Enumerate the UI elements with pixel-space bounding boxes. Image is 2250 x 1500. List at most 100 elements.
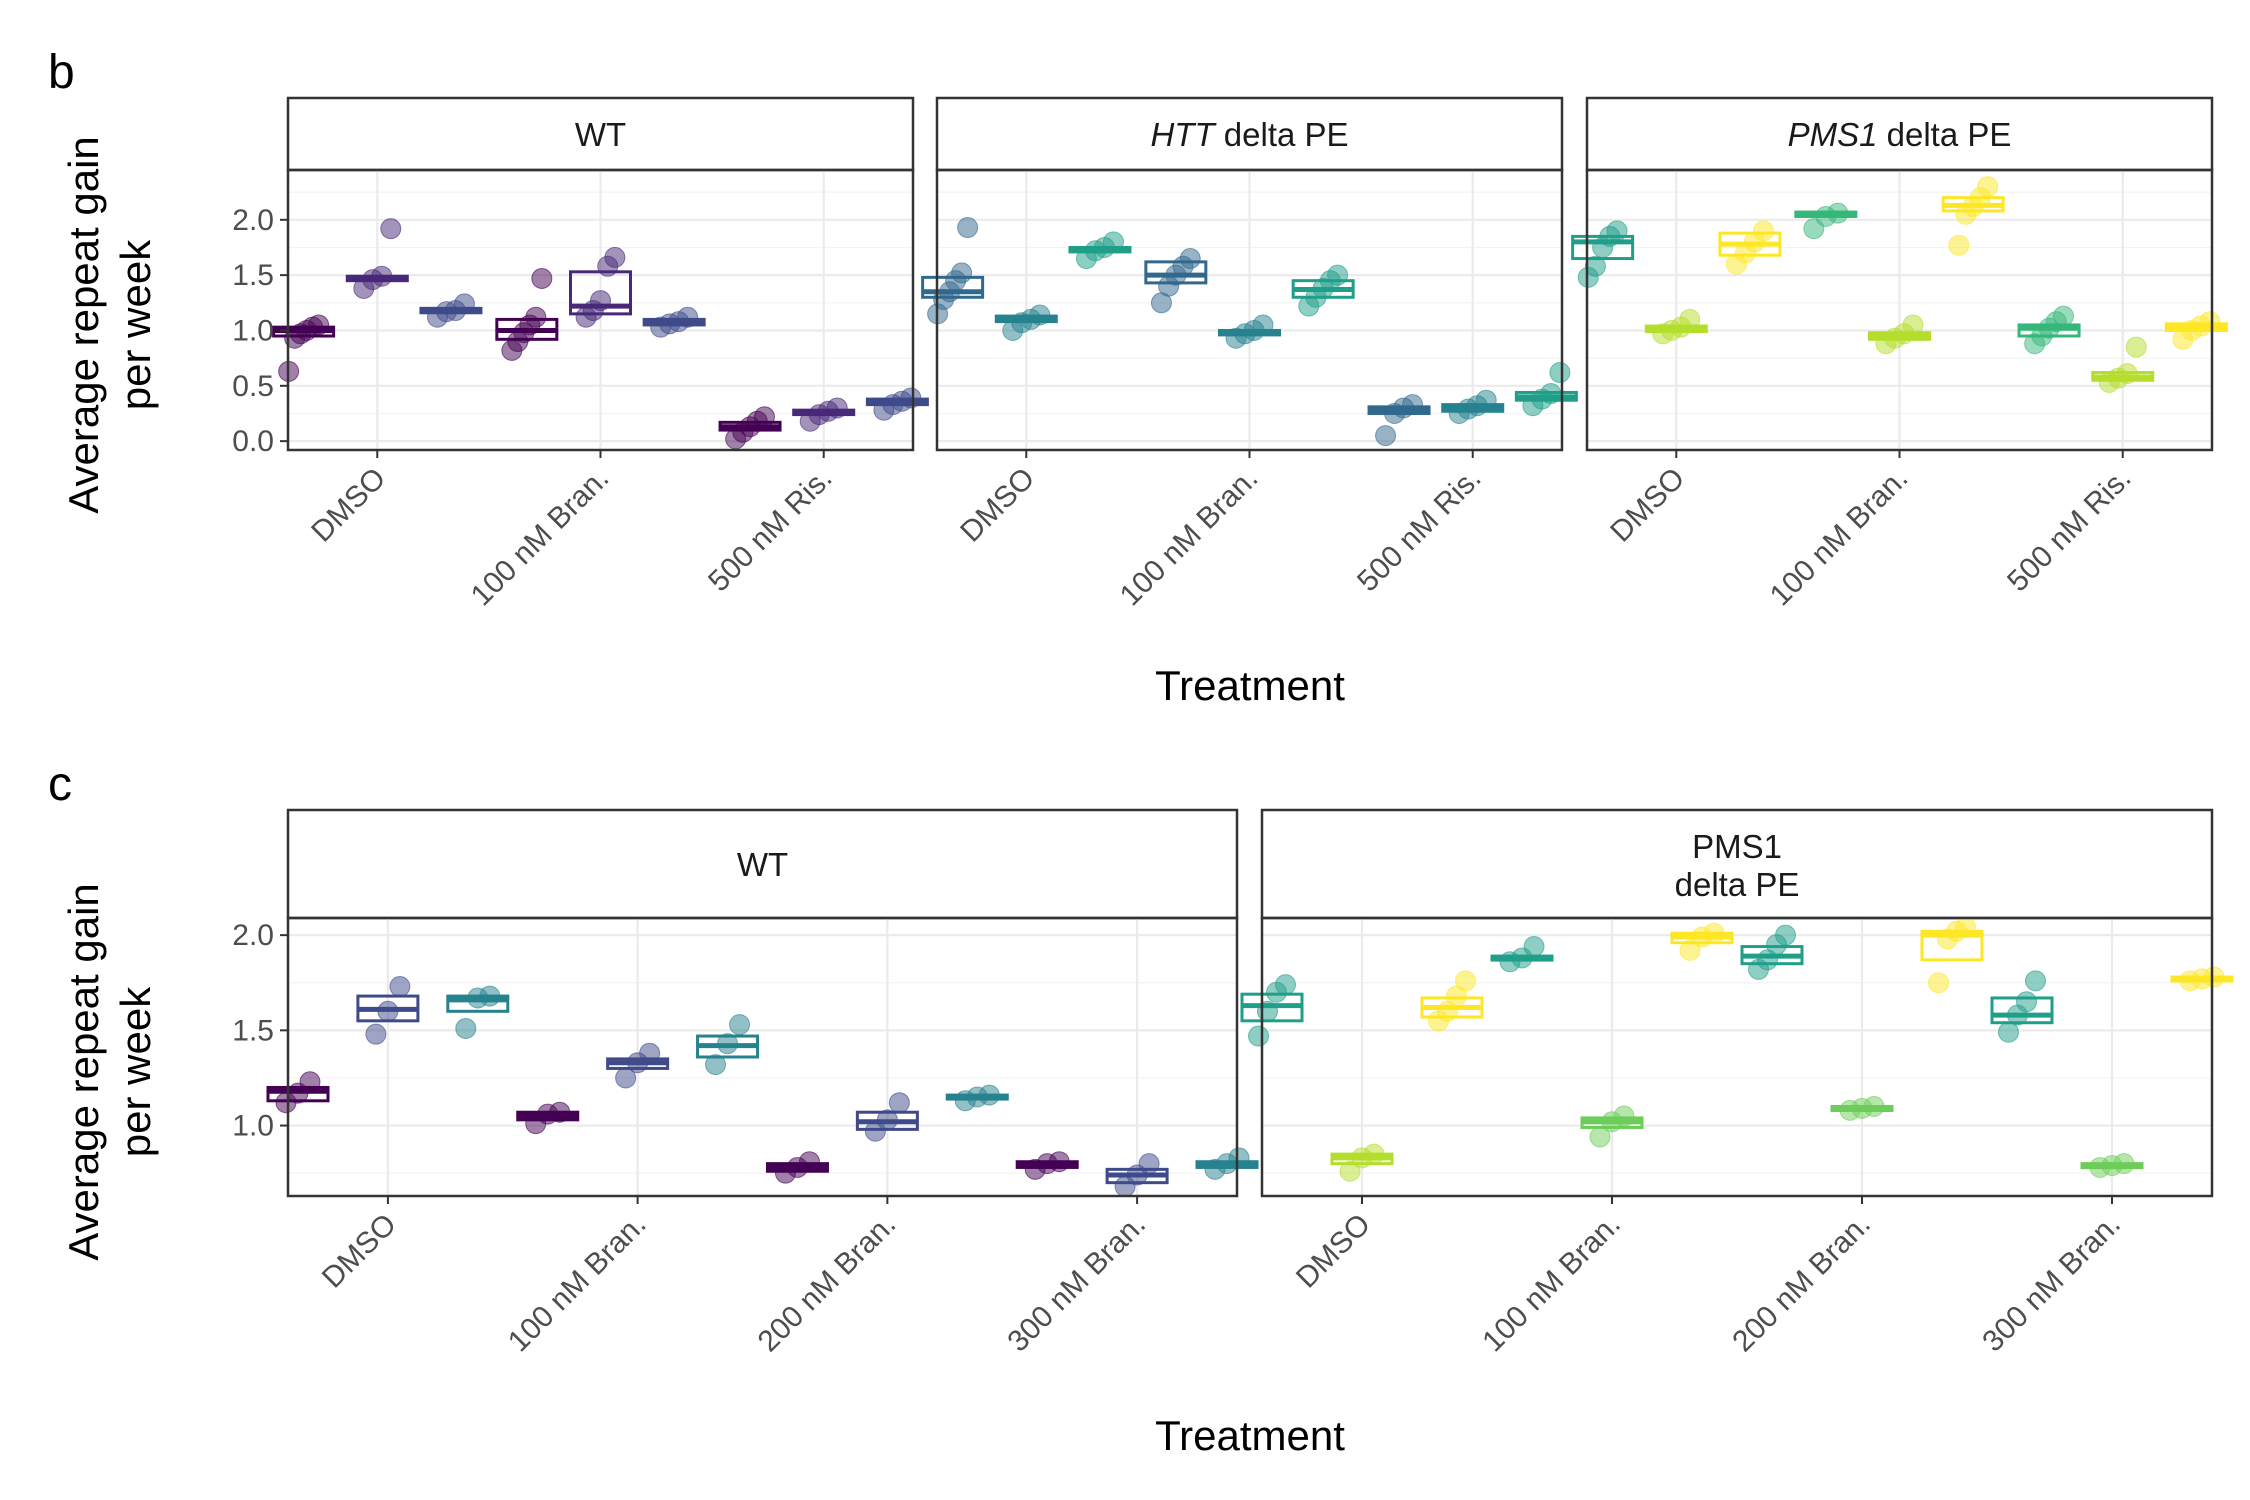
data-point: [2203, 966, 2225, 988]
box-series-2: [606, 1042, 670, 1089]
data-point: [677, 306, 699, 328]
box-series-3: [2170, 966, 2234, 992]
data-point: [2052, 305, 2074, 327]
box-series-2: [792, 397, 856, 432]
box-series-2: [1218, 314, 1281, 349]
data-point: [1977, 176, 1999, 198]
data-point: [1998, 1021, 2019, 1043]
box-series-2: [855, 1092, 919, 1142]
facet-strip-label: HTT delta PE: [1150, 116, 1348, 153]
category-group: [765, 1084, 1009, 1184]
data-point: [951, 262, 973, 284]
x-tick-label: 200 nM Bran.: [1726, 1208, 1877, 1359]
facet-strip-plain: delta PE: [1215, 116, 1349, 153]
data-point: [888, 1092, 910, 1114]
box-series-2: [1330, 1143, 1394, 1182]
data-point: [299, 1071, 321, 1093]
y-axis-title-line2: per week: [112, 239, 159, 410]
box-series-2: [994, 304, 1058, 341]
data-point: [1048, 1151, 1070, 1173]
y-tick-label: 2.0: [232, 204, 274, 237]
box-series-3: [1941, 176, 2005, 256]
data-point: [365, 1023, 387, 1045]
data-point: [639, 1042, 661, 1064]
data-point: [1613, 1105, 1635, 1127]
data-point: [717, 1033, 739, 1055]
box-series-1: [1490, 936, 1554, 973]
data-point: [1948, 234, 1970, 256]
y-axis-title-line2: per week: [112, 986, 159, 1157]
box-series-1: [1144, 248, 1208, 314]
x-tick-label: 200 nM Bran.: [752, 1208, 903, 1359]
x-tick-label: 500 nM Ris.: [1351, 462, 1488, 599]
chart-b: b Average repeat gain per week Treatment WT 0…: [48, 46, 2228, 709]
data-point: [1102, 231, 1124, 253]
box-series-1: [1015, 1151, 1079, 1180]
data-point: [1679, 308, 1701, 330]
data-point: [371, 265, 393, 287]
box-series-3: [2164, 311, 2228, 350]
x-tick-label: DMSO: [316, 1208, 403, 1295]
category-group: [1794, 176, 2005, 355]
x-tick-label: 100 nM Bran.: [1764, 462, 1915, 613]
box-series-1: [1794, 202, 1858, 240]
box-series-1: [1240, 974, 1304, 1047]
facet-strip: [1260, 808, 2214, 920]
data-point: [2025, 970, 2046, 992]
data-point: [753, 406, 775, 428]
box-series-3: [446, 985, 510, 1039]
data-point: [705, 1054, 727, 1076]
data-point: [604, 246, 626, 268]
box-series-2: [1644, 308, 1708, 345]
x-tick-label: 100 nM Bran.: [1476, 1208, 1627, 1359]
y-tick-label: 2.0: [232, 919, 274, 952]
facet-strip-label-line2: delta PE: [1675, 866, 1800, 903]
facet-strip-italic: PMS1: [1788, 116, 1878, 153]
box-series-1: [2017, 305, 2081, 355]
data-point: [453, 293, 475, 315]
facet-1: WT 1.0 1.5 2.0 DMSO 100 nM Bran. 200 nM Bran. 3…: [232, 808, 1259, 1359]
data-point: [590, 290, 611, 312]
data-point: [1902, 314, 1924, 336]
y-tick-label: 1.0: [232, 314, 274, 347]
data-point: [729, 1014, 751, 1036]
y-tick-label: 1.0: [232, 1110, 274, 1143]
category-group: [1571, 220, 1782, 345]
x-tick-label: 300 nM Bran.: [1976, 1208, 2127, 1359]
y-axis-title-line1: Average repeat gain: [60, 136, 107, 514]
category-group: [516, 1014, 760, 1135]
box-series-2: [1830, 1096, 1894, 1121]
box-series-3: [865, 387, 929, 421]
chart-c: c Average repeat gain per week Treatment WT 1…: [48, 758, 2234, 1459]
data-point: [1455, 970, 1476, 992]
category-group: [718, 387, 929, 450]
facet-strip: [286, 808, 1239, 920]
x-axis-title: Treatment: [1155, 1412, 1345, 1459]
data-point: [1029, 304, 1051, 326]
box-series-3: [1920, 917, 1984, 994]
data-point: [1375, 425, 1397, 447]
data-point: [1752, 220, 1774, 242]
box-series-2: [345, 218, 409, 299]
x-tick-label: 100 nM Bran.: [502, 1208, 653, 1359]
data-point: [1679, 939, 1701, 961]
category-group: [1490, 922, 1734, 1148]
y-tick-label: 1.5: [232, 1014, 274, 1047]
data-point: [1928, 972, 1949, 994]
box-series-3: [642, 306, 706, 338]
data-point: [1703, 922, 1725, 944]
facet-strip-label-line1: PMS1: [1692, 828, 1782, 865]
box-series-1: [266, 1071, 330, 1114]
box-series-3: [419, 293, 483, 328]
box-series-3: [1291, 264, 1355, 317]
data-point: [1606, 220, 1628, 242]
box-series-1: [1367, 394, 1431, 447]
data-point: [1584, 255, 1606, 277]
facet-strip: [1585, 96, 2214, 172]
y-tick-label: 1.5: [232, 259, 274, 292]
data-point: [826, 397, 848, 419]
box-series-2: [569, 246, 632, 328]
category-group: [1240, 970, 1484, 1182]
